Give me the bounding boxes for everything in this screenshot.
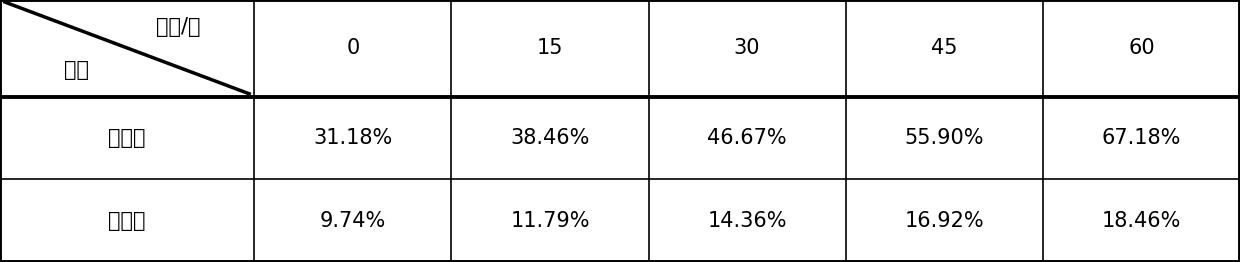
Text: 对照组: 对照组 bbox=[108, 211, 146, 231]
Text: 30: 30 bbox=[734, 39, 760, 58]
Text: 55.90%: 55.90% bbox=[904, 128, 985, 148]
Text: 9.74%: 9.74% bbox=[320, 211, 386, 231]
Text: 0: 0 bbox=[346, 39, 360, 58]
Text: 16.92%: 16.92% bbox=[904, 211, 985, 231]
Text: 18.46%: 18.46% bbox=[1101, 211, 1182, 231]
Text: 31.18%: 31.18% bbox=[314, 128, 392, 148]
Text: 60: 60 bbox=[1128, 39, 1154, 58]
Text: 46.67%: 46.67% bbox=[707, 128, 787, 148]
Text: 时间/天: 时间/天 bbox=[156, 17, 200, 37]
Text: 处理组: 处理组 bbox=[108, 128, 146, 148]
Text: 67.18%: 67.18% bbox=[1101, 128, 1182, 148]
Text: 38.46%: 38.46% bbox=[510, 128, 590, 148]
Text: 14.36%: 14.36% bbox=[707, 211, 787, 231]
Text: 处理: 处理 bbox=[63, 60, 89, 80]
Text: 15: 15 bbox=[537, 39, 563, 58]
Text: 45: 45 bbox=[931, 39, 957, 58]
Text: 11.79%: 11.79% bbox=[510, 211, 590, 231]
